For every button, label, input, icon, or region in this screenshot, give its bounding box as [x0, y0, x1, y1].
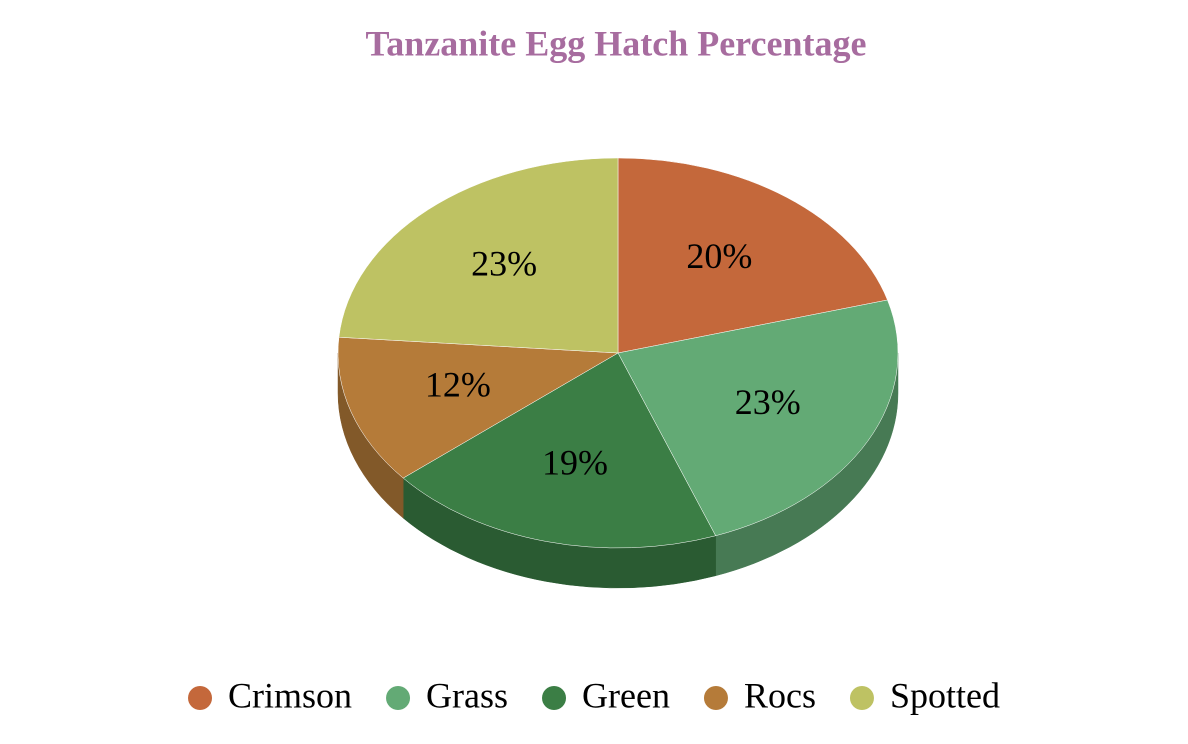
legend-marker: [703, 686, 728, 710]
legend-marker: [849, 686, 874, 710]
data-label: 12%: [425, 365, 491, 405]
legend-marker: [386, 686, 411, 710]
legend-label: Spotted: [890, 675, 1000, 715]
legend-item: Crimson: [188, 675, 352, 715]
legend-label: Crimson: [228, 675, 352, 715]
legend-label: Grass: [426, 675, 508, 715]
legend: Crimson Grass Green Rocs Spotted: [188, 675, 1000, 715]
legend-marker: [188, 686, 213, 710]
slice: [402, 352, 717, 549]
data-label: 20%: [686, 236, 752, 276]
slice: [338, 157, 619, 354]
legend-label: Green: [582, 675, 670, 715]
slice: [617, 299, 899, 537]
legend-marker: [542, 686, 567, 710]
data-label: 23%: [471, 243, 537, 283]
data-label: 23%: [735, 382, 801, 422]
legend-item: Green: [542, 675, 670, 715]
legend-item: Grass: [386, 675, 508, 715]
data-label: 19%: [542, 442, 608, 482]
slice: [337, 336, 619, 479]
chart-title: Tanzanite Egg Hatch Percentage: [366, 23, 867, 63]
legend-item: Spotted: [849, 675, 1000, 715]
slice: [617, 157, 888, 354]
legend-label: Rocs: [744, 675, 816, 715]
legend-item: Rocs: [703, 675, 816, 715]
